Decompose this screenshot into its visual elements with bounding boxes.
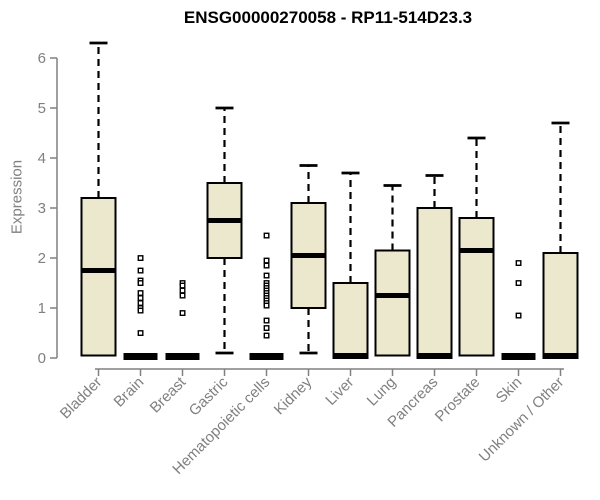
box-pancreas (416, 207, 453, 359)
x-tick-label-lung: Lung (364, 374, 400, 410)
box-prostate (458, 217, 495, 357)
outlier-hematopoietic-cells (263, 332, 270, 339)
y-tick-label: 2 (38, 250, 46, 267)
outlier-brain (137, 307, 144, 314)
outlier-brain (137, 267, 144, 274)
outlier-skin (515, 260, 522, 266)
x-tick-label-skin: Skin (493, 374, 526, 407)
outlier-hematopoietic-cells (263, 232, 270, 239)
outlier-hematopoietic-cells (263, 262, 270, 269)
box-liver (332, 282, 369, 359)
outlier-breast (179, 310, 186, 316)
flat-box-brain (123, 353, 158, 360)
x-tick-label-liver: Liver (322, 374, 357, 409)
flat-box-hematopoietic-cells (249, 353, 284, 360)
outlier-skin (515, 312, 522, 319)
y-tick-label: 1 (38, 300, 46, 317)
x-tick-label-breast: Breast (147, 373, 190, 416)
outlier-brain (137, 300, 144, 306)
outlier-hematopoietic-cells (263, 325, 270, 331)
flat-box-breast (165, 353, 200, 360)
outlier-brain (137, 255, 144, 262)
box-bladder (80, 197, 117, 357)
box-unknown-other (542, 252, 579, 359)
outlier-breast (179, 292, 186, 299)
outlier-hematopoietic-cells (263, 302, 270, 309)
x-tick-label-kidney: Kidney (271, 373, 316, 418)
y-tick-label: 6 (38, 50, 46, 67)
outlier-breast (179, 282, 186, 289)
x-tick-label-brain: Brain (111, 374, 148, 411)
outlier-hematopoietic-cells (263, 317, 270, 324)
outlier-breast (179, 287, 186, 294)
y-tick-label: 3 (38, 200, 46, 217)
chart-title: ENSG00000270058 - RP11-514D23.3 (183, 8, 473, 27)
x-tick-label-bladder: Bladder (57, 374, 106, 423)
outlier-brain (137, 295, 144, 301)
y-tick-label: 4 (38, 150, 46, 167)
outlier-brain (137, 290, 144, 296)
outlier-brain (137, 330, 144, 336)
y-tick-label: 0 (38, 350, 46, 367)
outlier-skin (515, 280, 522, 286)
outlier-brain (137, 280, 144, 286)
y-tick-label: 5 (38, 100, 46, 117)
box-lung (374, 249, 411, 357)
outlier-hematopoietic-cells (263, 272, 270, 279)
x-tick-label-prostate: Prostate (432, 374, 484, 426)
flat-box-skin (501, 353, 536, 360)
outlier-hematopoietic-cells (263, 257, 270, 264)
